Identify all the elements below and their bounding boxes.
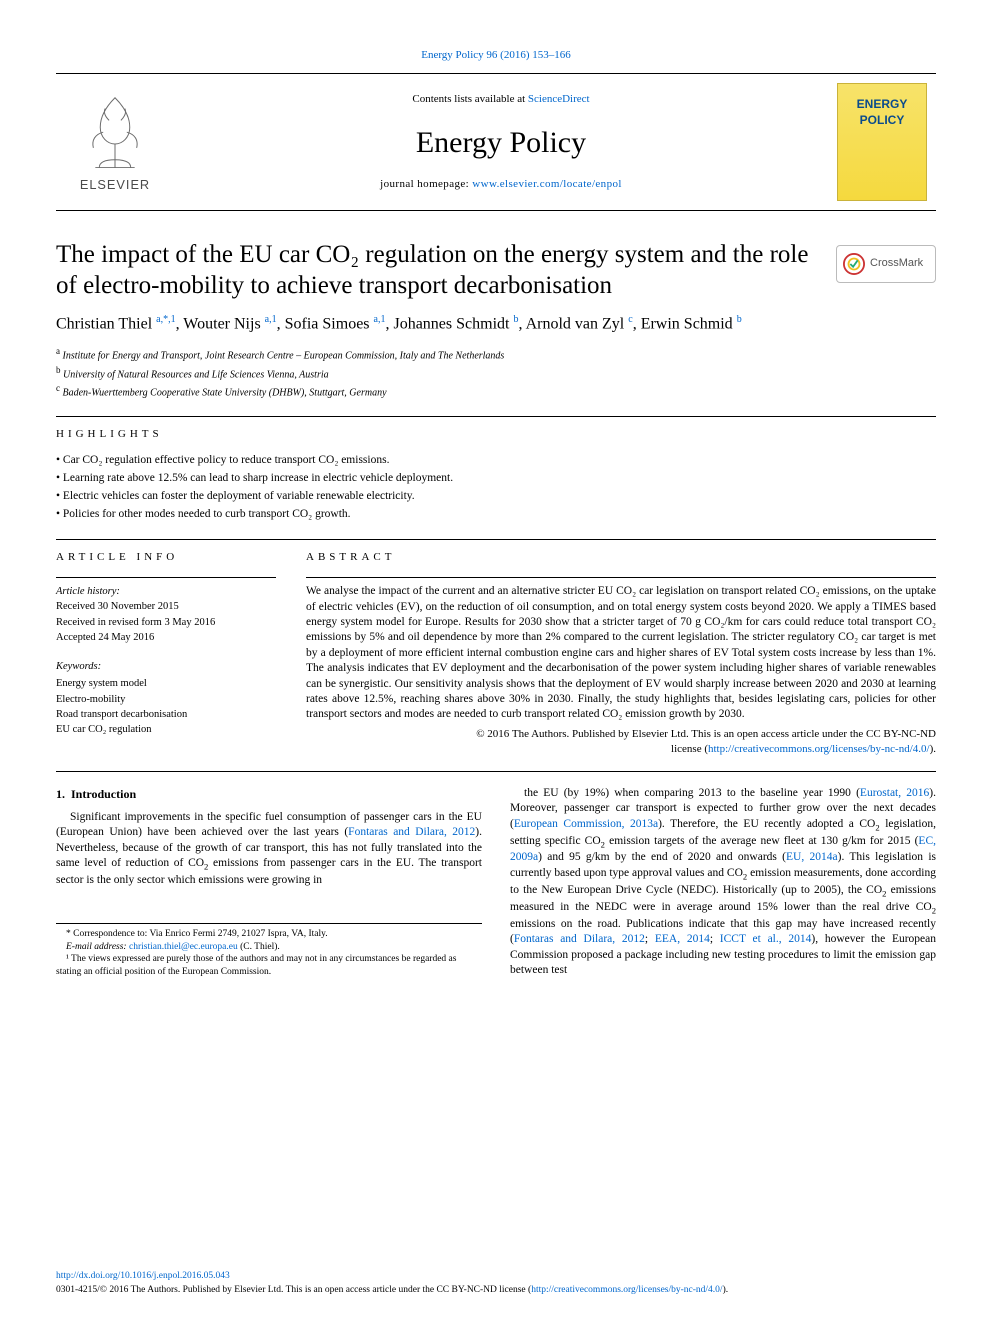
keywords-label: Keywords: — [56, 659, 276, 674]
crossmark-badge[interactable]: CrossMark — [836, 245, 936, 283]
highlight-item: Electric vehicles can foster the deploym… — [56, 488, 936, 506]
crossmark-label: CrossMark — [870, 256, 923, 271]
banner-center: Contents lists available at ScienceDirec… — [174, 74, 828, 210]
doi-link[interactable]: http://dx.doi.org/10.1016/j.enpol.2016.0… — [56, 1271, 230, 1281]
article-title: The impact of the EU car CO₂ regulation … — [56, 239, 836, 302]
email-footnote: E-mail address: christian.thiel@ec.europ… — [56, 941, 482, 954]
journal-name: Energy Policy — [416, 123, 586, 164]
highlight-item: Policies for other modes needed to curb … — [56, 506, 936, 524]
footer-license-link[interactable]: http://creativecommons.org/licenses/by-n… — [531, 1285, 722, 1295]
keywords-block: Keywords: Energy system model Electro-mo… — [56, 659, 276, 737]
crossmark-icon — [843, 253, 865, 275]
author-email-link[interactable]: christian.thiel@ec.europa.eu — [129, 942, 238, 952]
cover-title-line2: POLICY — [860, 112, 905, 128]
rule-below-highlights — [56, 539, 936, 540]
contents-lists-line: Contents lists available at ScienceDirec… — [412, 92, 589, 107]
received-date: Received 30 November 2015 — [56, 601, 179, 612]
elsevier-logo: ELSEVIER — [56, 74, 174, 210]
body-paragraph: the EU (by 19%) when comparing 2013 to t… — [510, 786, 936, 979]
keyword: Road transport decarbonisation — [56, 707, 276, 722]
body-column-right: the EU (by 19%) when comparing 2013 to t… — [510, 786, 936, 979]
abstract-heading: ABSTRACT — [306, 550, 936, 565]
highlight-item: Car CO₂ regulation effective policy to r… — [56, 452, 936, 470]
highlight-item: Learning rate above 12.5% can lead to sh… — [56, 470, 936, 488]
article-info-heading: ARTICLE INFO — [56, 550, 276, 565]
highlights-list: Car CO₂ regulation effective policy to r… — [56, 452, 936, 523]
keyword: EU car CO₂ regulation — [56, 722, 276, 737]
cover-title-line1: ENERGY — [857, 96, 908, 112]
abstract-column: ABSTRACT We analyse the impact of the cu… — [306, 550, 936, 756]
page-footer: http://dx.doi.org/10.1016/j.enpol.2016.0… — [56, 1270, 936, 1297]
history-label: Article history: — [56, 586, 120, 597]
abstract-copyright: © 2016 The Authors. Published by Elsevie… — [306, 727, 936, 757]
journal-homepage-line: journal homepage: www.elsevier.com/locat… — [380, 177, 622, 192]
rule-above-highlights — [56, 416, 936, 417]
license-link[interactable]: http://creativecommons.org/licenses/by-n… — [708, 743, 930, 755]
copyright-suffix: ). — [930, 743, 936, 755]
affiliations: a Institute for Energy and Transport, Jo… — [56, 345, 936, 400]
issn-license-line: 0301-4215/© 2016 The Authors. Published … — [56, 1284, 936, 1297]
journal-homepage-link[interactable]: www.elsevier.com/locate/enpol — [472, 178, 622, 190]
correspondence-footnote: * Correspondence to: Via Enrico Fermi 27… — [56, 928, 482, 941]
rule-above-body — [56, 771, 936, 772]
journal-banner: ELSEVIER Contents lists available at Sci… — [56, 73, 936, 211]
accepted-date: Accepted 24 May 2016 — [56, 632, 154, 643]
copyright-prefix: license ( — [671, 743, 708, 755]
elsevier-wordmark: ELSEVIER — [80, 177, 150, 192]
author-list: Christian Thiel a,*,1, Wouter Nijs a,1, … — [56, 313, 936, 335]
article-info-column: ARTICLE INFO Article history: Received 3… — [56, 550, 276, 756]
body-paragraph: Significant improvements in the specific… — [56, 810, 482, 889]
contents-prefix: Contents lists available at — [412, 93, 527, 105]
keyword: Electro-mobility — [56, 692, 276, 707]
affiliation-b: b University of Natural Resources and Li… — [56, 364, 936, 382]
section-heading: 1. Introduction — [56, 786, 482, 802]
highlights-heading: HIGHLIGHTS — [56, 427, 936, 442]
article-history: Article history: Received 30 November 20… — [56, 577, 276, 645]
journal-cover: ENERGY POLICY — [828, 74, 936, 210]
affiliation-c: c Baden-Wuerttemberg Cooperative State U… — [56, 382, 936, 400]
body-column-left: 1. Introduction Significant improvements… — [56, 786, 482, 979]
top-citation-link[interactable]: Energy Policy 96 (2016) 153–166 — [421, 49, 571, 61]
highlights-section: HIGHLIGHTS Car CO₂ regulation effective … — [56, 427, 936, 523]
sciencedirect-link[interactable]: ScienceDirect — [528, 93, 590, 105]
revised-date: Received in revised form 3 May 2016 — [56, 617, 215, 628]
body-two-column: 1. Introduction Significant improvements… — [56, 786, 936, 979]
homepage-prefix: journal homepage: — [380, 178, 472, 190]
abstract-text: We analyse the impact of the current and… — [306, 577, 936, 723]
footnotes: * Correspondence to: Via Enrico Fermi 27… — [56, 923, 482, 979]
top-citation: Energy Policy 96 (2016) 153–166 — [56, 48, 936, 63]
disclaimer-footnote: ¹ The views expressed are purely those o… — [56, 953, 482, 979]
journal-cover-box: ENERGY POLICY — [837, 83, 927, 201]
elsevier-tree-icon: ELSEVIER — [65, 83, 165, 201]
affiliation-a: a Institute for Energy and Transport, Jo… — [56, 345, 936, 363]
keyword: Energy system model — [56, 676, 276, 691]
copyright-line1: © 2016 The Authors. Published by Elsevie… — [476, 728, 936, 740]
